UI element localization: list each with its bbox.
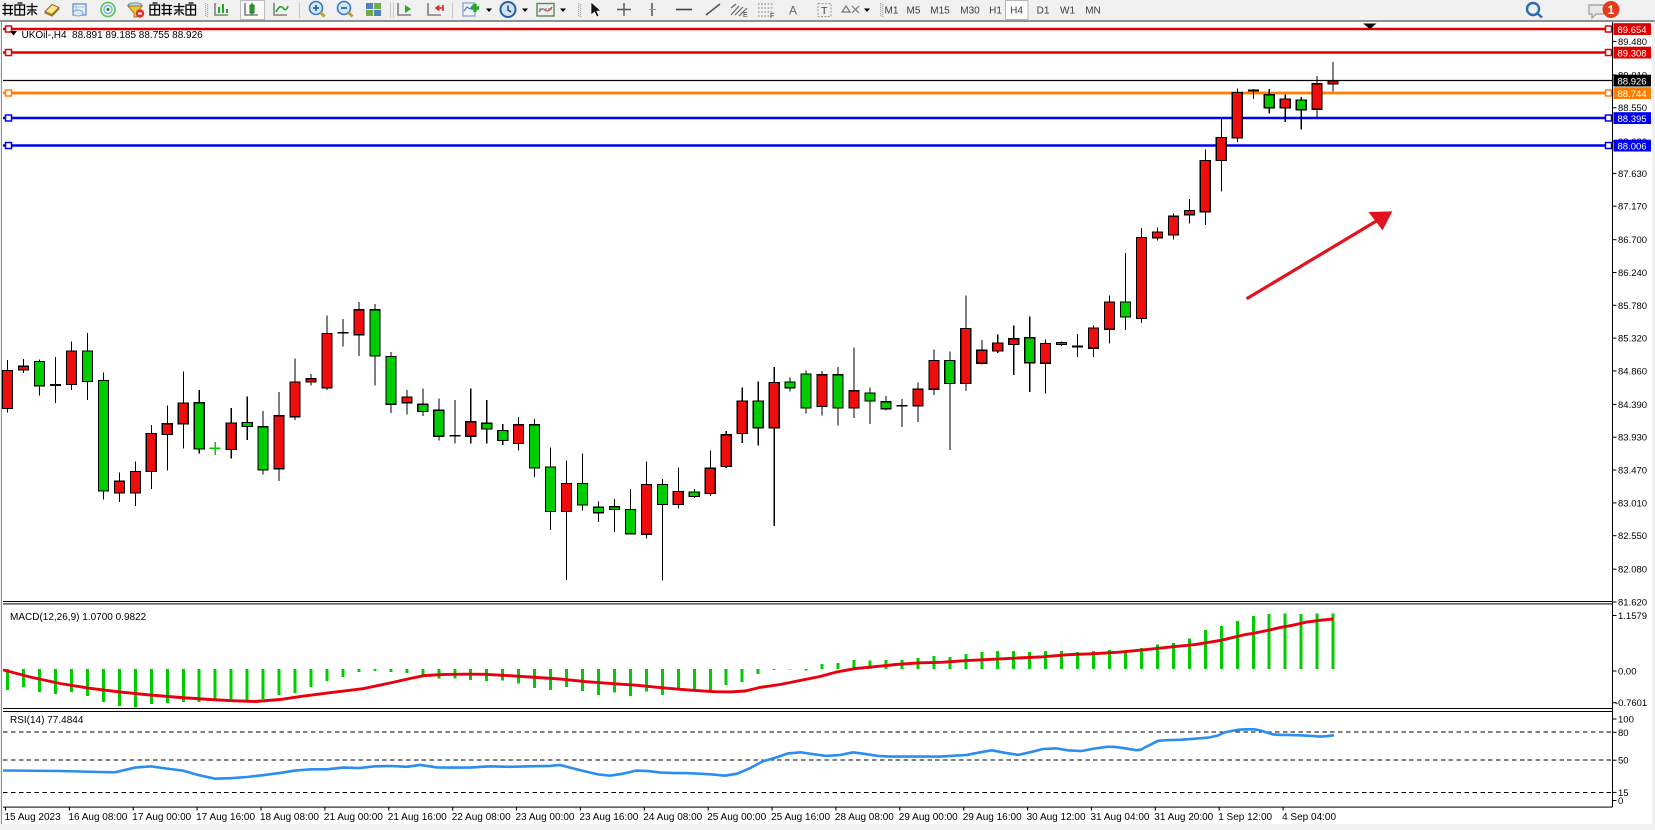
svg-text:22 Aug 08:00: 22 Aug 08:00 — [452, 812, 511, 823]
svg-text:89.654: 89.654 — [1618, 25, 1647, 36]
svg-text:23 Aug 00:00: 23 Aug 00:00 — [516, 812, 575, 823]
svg-text:A: A — [789, 4, 797, 18]
svg-text:RSI(14) 77.4844: RSI(14) 77.4844 — [10, 715, 84, 726]
svg-text:84.390: 84.390 — [1618, 400, 1647, 411]
svg-text:17 Aug 00:00: 17 Aug 00:00 — [132, 812, 191, 823]
svg-text:4 Sep 04:00: 4 Sep 04:00 — [1282, 812, 1336, 823]
svg-text:H4: H4 — [1010, 6, 1023, 17]
svg-text:89.480: 89.480 — [1618, 37, 1647, 48]
svg-text:86.700: 86.700 — [1618, 235, 1647, 246]
svg-text:W1: W1 — [1060, 6, 1075, 17]
svg-text:15: 15 — [1618, 788, 1629, 799]
svg-text:28 Aug 08:00: 28 Aug 08:00 — [835, 812, 894, 823]
svg-text:15 Aug 2023: 15 Aug 2023 — [5, 812, 62, 823]
svg-text:88.744: 88.744 — [1618, 89, 1647, 100]
svg-text:24 Aug 08:00: 24 Aug 08:00 — [643, 812, 702, 823]
svg-text:23 Aug 16:00: 23 Aug 16:00 — [579, 812, 638, 823]
svg-text:1 Sep 12:00: 1 Sep 12:00 — [1218, 812, 1272, 823]
svg-text:25 Aug 16:00: 25 Aug 16:00 — [771, 812, 830, 823]
svg-text:M15: M15 — [930, 6, 950, 17]
svg-text:M30: M30 — [960, 6, 980, 17]
svg-text:85.780: 85.780 — [1618, 301, 1647, 312]
svg-text:80: 80 — [1618, 728, 1629, 739]
svg-text:83.930: 83.930 — [1618, 433, 1647, 444]
svg-text:84.860: 84.860 — [1618, 366, 1647, 377]
svg-text:82.550: 82.550 — [1618, 531, 1647, 542]
svg-text:1.1579: 1.1579 — [1618, 611, 1647, 622]
svg-text:88.926: 88.926 — [1618, 76, 1647, 87]
svg-text:31 Aug 20:00: 31 Aug 20:00 — [1154, 812, 1213, 823]
svg-text:UKOil-,H4 88.891 89.185 88.75: UKOil-,H4 88.891 89.185 88.755 88.926 — [22, 30, 204, 41]
svg-text:17 Aug 16:00: 17 Aug 16:00 — [196, 812, 255, 823]
svg-text:88.550: 88.550 — [1618, 103, 1647, 114]
svg-text:MACD(12,26,9) 1.0700 0.9822: MACD(12,26,9) 1.0700 0.9822 — [10, 612, 147, 623]
svg-text:-0.7601: -0.7601 — [1615, 698, 1647, 709]
svg-text:0.00: 0.00 — [1618, 667, 1637, 678]
svg-text:16 Aug 08:00: 16 Aug 08:00 — [68, 812, 127, 823]
svg-text:31 Aug 04:00: 31 Aug 04:00 — [1091, 812, 1150, 823]
svg-text:M5: M5 — [907, 6, 921, 17]
svg-text:D1: D1 — [1037, 6, 1050, 17]
svg-text:1: 1 — [1608, 3, 1615, 17]
svg-text:89.308: 89.308 — [1618, 48, 1647, 59]
svg-text:87.630: 87.630 — [1618, 169, 1647, 180]
svg-text:83.470: 83.470 — [1618, 466, 1647, 477]
svg-text:87.170: 87.170 — [1618, 202, 1647, 213]
svg-text:T: T — [821, 5, 828, 17]
svg-text:83.010: 83.010 — [1618, 498, 1647, 509]
svg-text:50: 50 — [1618, 756, 1629, 767]
svg-text:86.240: 86.240 — [1618, 268, 1647, 279]
svg-text:0: 0 — [1618, 796, 1623, 807]
svg-text:25 Aug 00:00: 25 Aug 00:00 — [707, 812, 766, 823]
svg-text:29 Aug 00:00: 29 Aug 00:00 — [899, 812, 958, 823]
svg-text:F: F — [770, 13, 774, 20]
svg-text:81.620: 81.620 — [1618, 598, 1647, 609]
svg-text:30 Aug 12:00: 30 Aug 12:00 — [1027, 812, 1086, 823]
svg-text:H1: H1 — [989, 6, 1002, 17]
svg-text:E: E — [743, 12, 748, 19]
svg-text:MN: MN — [1085, 6, 1101, 17]
svg-text:21 Aug 00:00: 21 Aug 00:00 — [324, 812, 383, 823]
svg-text:82.080: 82.080 — [1618, 565, 1647, 576]
svg-text:88.395: 88.395 — [1618, 114, 1647, 125]
svg-text:88.006: 88.006 — [1618, 141, 1647, 152]
svg-text:29 Aug 16:00: 29 Aug 16:00 — [963, 812, 1022, 823]
svg-text:M1: M1 — [885, 6, 899, 17]
svg-text:21 Aug 16:00: 21 Aug 16:00 — [388, 812, 447, 823]
svg-text:85.320: 85.320 — [1618, 334, 1647, 345]
svg-text:18 Aug 08:00: 18 Aug 08:00 — [260, 812, 319, 823]
svg-text:100: 100 — [1618, 715, 1634, 726]
